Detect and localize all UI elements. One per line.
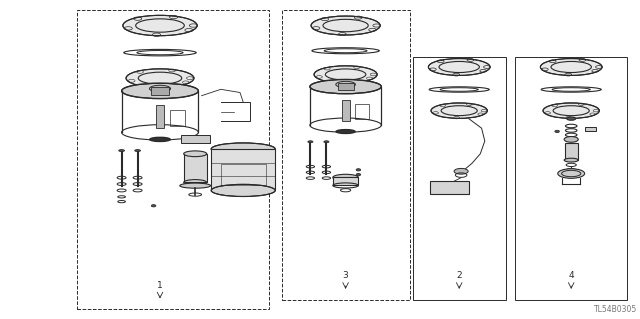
Ellipse shape [311,16,380,35]
Ellipse shape [211,184,275,197]
Ellipse shape [356,174,361,176]
Ellipse shape [454,168,468,174]
Ellipse shape [119,150,124,152]
Ellipse shape [428,59,490,75]
Bar [355,104,369,119]
Bar [342,100,349,121]
Ellipse shape [356,169,361,171]
Ellipse shape [431,103,487,118]
Bar [211,149,275,190]
Ellipse shape [150,137,170,142]
Bar [77,10,269,309]
Ellipse shape [150,85,170,92]
Bar [221,164,266,185]
Ellipse shape [564,137,579,142]
Ellipse shape [336,130,355,133]
Bar [170,110,185,126]
Ellipse shape [336,81,355,88]
Ellipse shape [310,79,381,94]
Ellipse shape [123,15,197,36]
Bar [413,57,506,300]
Ellipse shape [543,103,599,118]
Text: TL54B0305: TL54B0305 [593,305,637,314]
Text: 4: 4 [568,271,574,280]
Ellipse shape [567,117,576,120]
Bar [156,105,164,128]
Ellipse shape [180,183,211,188]
Bar [430,182,468,194]
Ellipse shape [126,69,194,87]
Ellipse shape [308,141,313,143]
Bar [282,10,410,300]
Text: 3: 3 [343,271,348,280]
Text: 1: 1 [157,281,163,290]
Bar [565,143,578,160]
Ellipse shape [314,66,377,83]
Ellipse shape [540,59,602,75]
Ellipse shape [558,169,585,178]
Ellipse shape [184,151,207,157]
Ellipse shape [211,143,275,155]
Ellipse shape [324,141,329,143]
Bar [151,87,169,95]
Bar [180,136,209,144]
Bar [515,57,627,300]
Ellipse shape [122,83,198,99]
Ellipse shape [151,205,156,207]
Text: 2: 2 [456,271,462,280]
Ellipse shape [333,174,358,181]
Bar [337,83,354,90]
Ellipse shape [135,150,141,152]
Bar [333,177,358,185]
Ellipse shape [555,130,559,132]
Ellipse shape [564,158,579,162]
Bar [586,127,596,131]
Bar [184,154,207,182]
